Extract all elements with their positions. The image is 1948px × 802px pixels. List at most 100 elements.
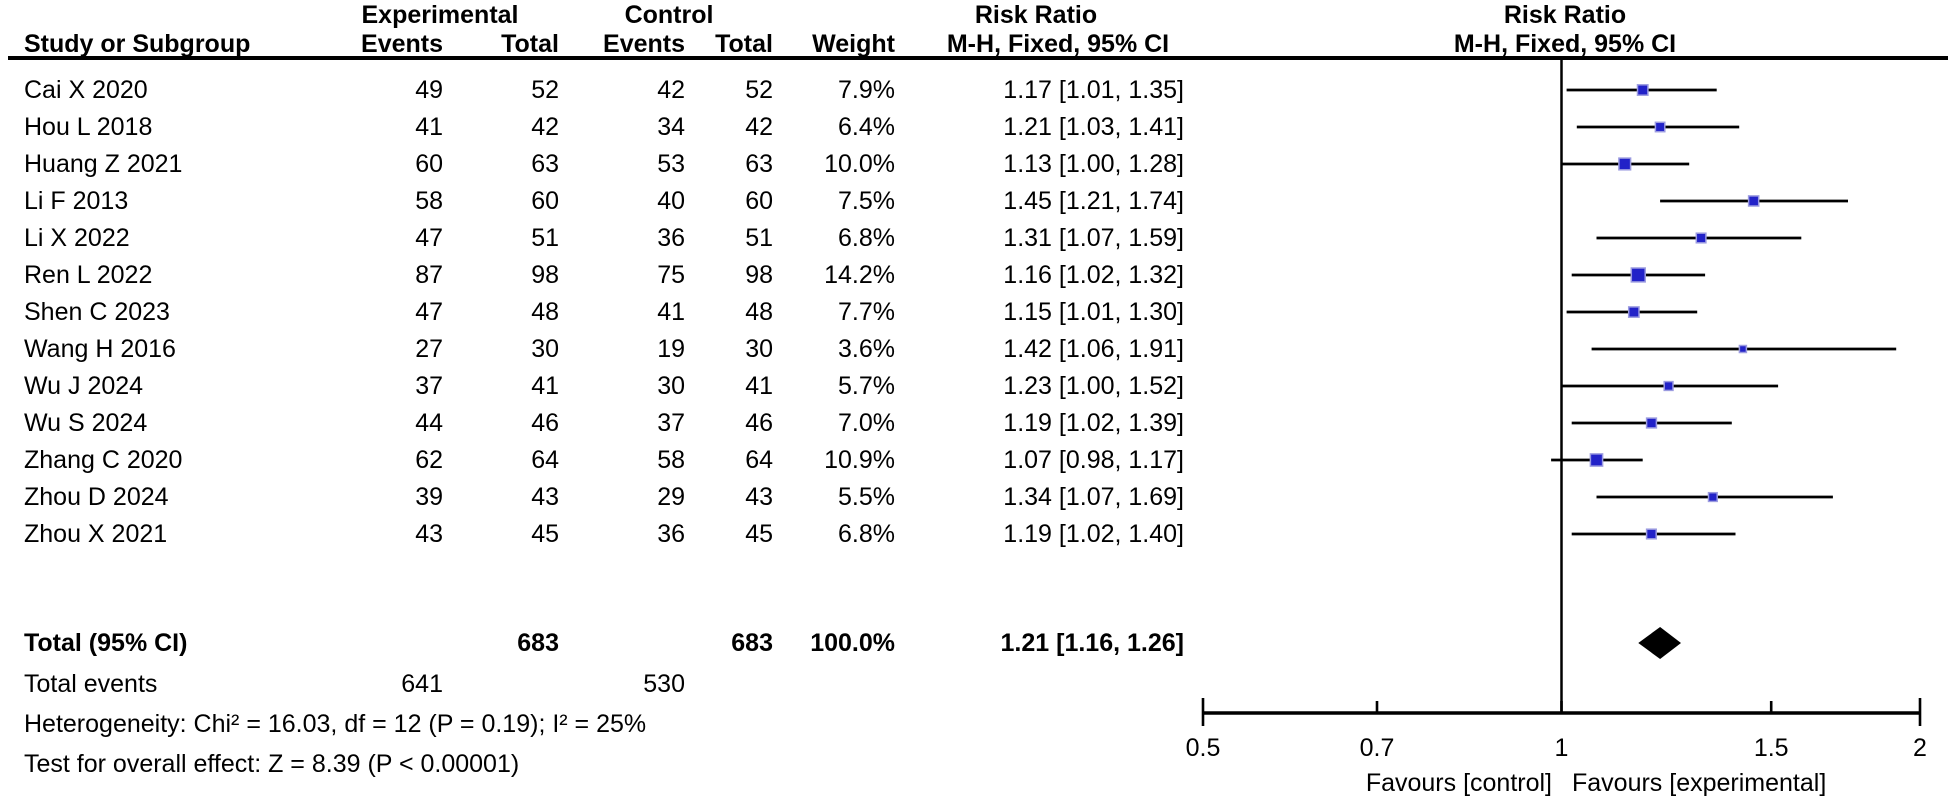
study-marker	[1551, 453, 1643, 467]
control-events: 19	[657, 335, 685, 363]
study-label: Wu S 2024	[24, 409, 148, 437]
study-weight: 3.6%	[838, 335, 895, 363]
effect-square	[1695, 232, 1707, 244]
study-weight: 7.5%	[838, 187, 895, 215]
study-label: Li X 2022	[24, 224, 130, 252]
effect-square	[1645, 528, 1657, 540]
method-ci-plot-header: M-H, Fixed, 95% CI	[1453, 30, 1677, 58]
control-total: 41	[745, 372, 773, 400]
experimental-total: 30	[531, 335, 559, 363]
experimental-total: 41	[531, 372, 559, 400]
study-weight: 7.7%	[838, 298, 895, 326]
axis-tick-label: 1.5	[1754, 734, 1789, 762]
total-rr-ci: 1.21 [1.16, 1.26]	[1000, 629, 1184, 657]
total-events-experimental: 641	[401, 670, 443, 698]
study-weight: 10.9%	[824, 446, 895, 474]
effect-square	[1618, 157, 1632, 171]
control-total: 52	[745, 76, 773, 104]
risk-ratio-column-title: Risk Ratio	[974, 1, 1098, 29]
experimental-events: 58	[415, 187, 443, 215]
experimental-events-header: Events	[361, 30, 443, 58]
control-events: 75	[657, 261, 685, 289]
study-marker	[1596, 232, 1802, 244]
study-marker	[1576, 121, 1740, 133]
study-column-header: Study or Subgroup	[24, 30, 251, 58]
study-label: Wu J 2024	[24, 372, 144, 400]
control-events: 53	[657, 150, 685, 178]
control-events: 36	[657, 224, 685, 252]
experimental-events: 44	[415, 409, 443, 437]
experimental-total: 48	[531, 298, 559, 326]
effect-square	[1738, 344, 1748, 354]
heterogeneity-stats: Heterogeneity: Chi² = 16.03, df = 12 (P …	[24, 710, 647, 738]
total-events-label: Total events	[24, 670, 158, 698]
summary-diamond	[1638, 627, 1681, 659]
group-header-experimental: Experimental	[361, 1, 519, 29]
study-rr-ci: 1.23 [1.00, 1.52]	[1003, 372, 1184, 400]
effect-square	[1636, 84, 1649, 96]
study-label: Wang H 2016	[24, 335, 176, 363]
study-label: Cai X 2020	[24, 76, 148, 104]
study-marker	[1566, 84, 1717, 96]
experimental-events: 62	[415, 446, 443, 474]
axis-tick-label: 0.7	[1360, 734, 1395, 762]
study-weight: 5.5%	[838, 483, 895, 511]
total-row-label: Total (95% CI)	[24, 629, 188, 657]
study-rr-ci: 1.45 [1.21, 1.74]	[1003, 187, 1184, 215]
experimental-events: 43	[415, 520, 443, 548]
risk-ratio-plot-title: Risk Ratio	[1503, 1, 1627, 29]
control-total: 46	[745, 409, 773, 437]
study-label: Shen C 2023	[24, 298, 170, 326]
study-weight: 6.8%	[838, 224, 895, 252]
weight-column-header: Weight	[812, 30, 895, 58]
experimental-events: 27	[415, 335, 443, 363]
control-events: 58	[657, 446, 685, 474]
control-total: 60	[745, 187, 773, 215]
effect-square	[1654, 121, 1666, 133]
axis-tick-label: 2	[1913, 734, 1927, 762]
axis-tick-label: 0.5	[1186, 734, 1221, 762]
control-events: 37	[657, 409, 685, 437]
control-events-header: Events	[603, 30, 685, 58]
study-weight: 5.7%	[838, 372, 895, 400]
total-weight: 100.0%	[810, 629, 895, 657]
study-label: Zhang C 2020	[24, 446, 183, 474]
control-total: 43	[745, 483, 773, 511]
study-weight: 10.0%	[824, 150, 895, 178]
study-weight: 6.8%	[838, 520, 895, 548]
study-label: Zhou D 2024	[24, 483, 169, 511]
control-events: 36	[657, 520, 685, 548]
study-marker	[1561, 157, 1690, 171]
study-rr-ci: 1.15 [1.01, 1.30]	[1003, 298, 1184, 326]
study-label: Hou L 2018	[24, 113, 153, 141]
total-control-total: 683	[731, 629, 773, 657]
experimental-events: 49	[415, 76, 443, 104]
study-label: Li F 2013	[24, 187, 129, 215]
study-label: Huang Z 2021	[24, 150, 183, 178]
study-weight: 6.4%	[838, 113, 895, 141]
experimental-events: 60	[415, 150, 443, 178]
study-weight: 7.9%	[838, 76, 895, 104]
experimental-total: 64	[531, 446, 559, 474]
experimental-total-header: Total	[501, 30, 559, 58]
experimental-total: 52	[531, 76, 559, 104]
experimental-events: 47	[415, 224, 443, 252]
study-marker	[1566, 306, 1698, 318]
method-ci-column-header: M-H, Fixed, 95% CI	[946, 30, 1170, 58]
experimental-total: 46	[531, 409, 559, 437]
group-header-control: Control	[624, 1, 714, 29]
study-rr-ci: 1.17 [1.01, 1.35]	[1003, 76, 1184, 104]
experimental-total: 63	[531, 150, 559, 178]
study-weight: 7.0%	[838, 409, 895, 437]
control-events: 34	[657, 113, 685, 141]
study-rr-ci: 1.21 [1.03, 1.41]	[1003, 113, 1184, 141]
control-total-header: Total	[715, 30, 773, 58]
control-total: 63	[745, 150, 773, 178]
experimental-events: 87	[415, 261, 443, 289]
favours-right-label: Favours [experimental]	[1572, 769, 1826, 797]
study-rr-ci: 1.13 [1.00, 1.28]	[1003, 150, 1184, 178]
study-marker	[1571, 417, 1732, 429]
experimental-total: 45	[531, 520, 559, 548]
